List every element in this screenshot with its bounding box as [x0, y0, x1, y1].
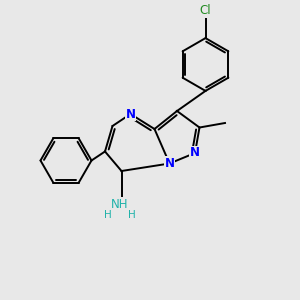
Text: NH: NH [111, 198, 129, 211]
Text: H: H [104, 209, 112, 220]
Text: N: N [125, 107, 136, 121]
Text: N: N [190, 146, 200, 160]
Text: Cl: Cl [200, 4, 211, 17]
Text: H: H [128, 209, 136, 220]
Text: N: N [164, 157, 175, 170]
